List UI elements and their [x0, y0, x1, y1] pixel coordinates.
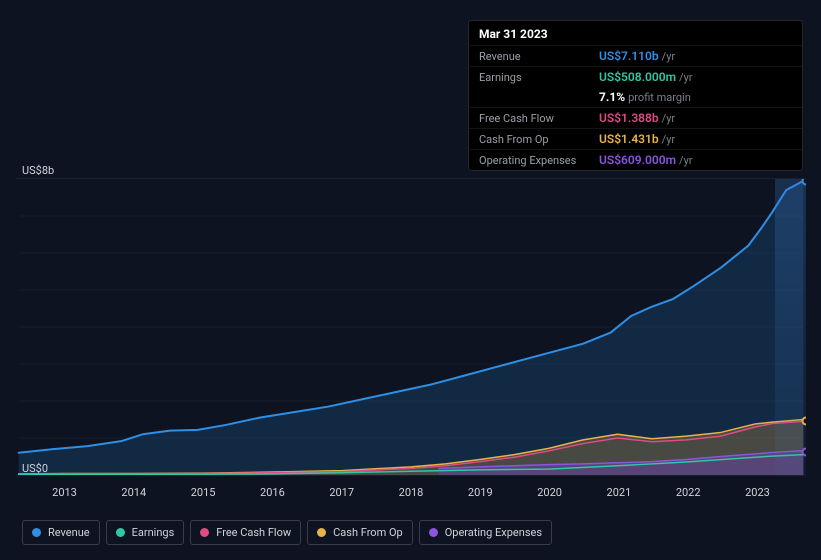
tooltip-sub-pct: 7.1%: [599, 90, 625, 104]
tooltip-label: Free Cash Flow: [479, 112, 599, 125]
legend: Revenue Earnings Free Cash Flow Cash From O…: [22, 520, 552, 545]
tooltip-label: Cash From Op: [479, 133, 599, 146]
x-axis-label: 2020: [537, 486, 562, 499]
legend-dot: [317, 528, 326, 537]
tooltip-unit: /yr: [679, 154, 692, 167]
tooltip-row-cfo: Cash From OpUS$1.431b/yr: [469, 128, 802, 149]
chart-root: Mar 31 2023 RevenueUS$7.110b/yrEarningsU…: [0, 0, 821, 560]
tooltip-label: Earnings: [479, 71, 599, 84]
end-marker-revenue: [802, 178, 807, 185]
tooltip-unit: /yr: [662, 50, 675, 63]
tooltip-date: Mar 31 2023: [469, 21, 802, 45]
tooltip-value: US$508.000m: [599, 70, 676, 84]
x-axis-label: 2017: [329, 486, 354, 499]
x-axis-label: 2023: [745, 486, 770, 499]
tooltip-value: US$609.000m: [599, 153, 676, 167]
legend-item-fcf[interactable]: Free Cash Flow: [190, 520, 301, 545]
legend-item-cfo[interactable]: Cash From Op: [307, 520, 413, 545]
tooltip-unit: /yr: [662, 133, 675, 146]
tooltip-unit: /yr: [662, 112, 675, 125]
legend-dot: [32, 528, 41, 537]
tooltip-row-fcf: Free Cash FlowUS$1.388b/yr: [469, 107, 802, 128]
tooltip-subrow-earnings: 7.1%profit margin: [469, 87, 802, 107]
tooltip-value: US$7.110b: [599, 49, 659, 63]
x-axis-label: 2022: [676, 486, 701, 499]
tooltip-row-earnings: EarningsUS$508.000m/yr: [469, 66, 802, 87]
legend-label: Free Cash Flow: [216, 526, 291, 539]
hover-tooltip: Mar 31 2023 RevenueUS$7.110b/yrEarningsU…: [468, 20, 803, 171]
tooltip-label: Revenue: [479, 50, 599, 63]
legend-item-opex[interactable]: Operating Expenses: [419, 520, 552, 545]
tooltip-sub-label: profit margin: [628, 91, 691, 104]
legend-dot: [429, 528, 438, 537]
chart-plot-area[interactable]: [16, 178, 806, 476]
x-axis-label: 2015: [191, 486, 216, 499]
legend-item-earnings[interactable]: Earnings: [106, 520, 185, 545]
x-axis-label: 2019: [468, 486, 493, 499]
x-axis-label: 2014: [121, 486, 146, 499]
x-axis-label: 2013: [52, 486, 77, 499]
x-axis-label: 2016: [260, 486, 285, 499]
legend-label: Earnings: [132, 526, 175, 539]
legend-item-revenue[interactable]: Revenue: [22, 520, 100, 545]
y-axis-label: US$8b: [22, 164, 54, 177]
y-axis-label: US$0: [22, 462, 48, 475]
tooltip-row-revenue: RevenueUS$7.110b/yr: [469, 45, 802, 66]
x-axis-label: 2021: [607, 486, 632, 499]
x-axis-label: 2018: [399, 486, 424, 499]
legend-dot: [116, 528, 125, 537]
tooltip-value: US$1.431b: [599, 132, 659, 146]
legend-label: Cash From Op: [333, 526, 403, 539]
chart-svg: [16, 179, 806, 475]
end-marker-opex: [802, 448, 807, 457]
tooltip-label: Operating Expenses: [479, 154, 599, 167]
end-marker-cfo: [802, 417, 807, 426]
tooltip-row-opex: Operating ExpensesUS$609.000m/yr: [469, 149, 802, 170]
tooltip-unit: /yr: [679, 71, 692, 84]
tooltip-value: US$1.388b: [599, 111, 659, 125]
legend-label: Revenue: [48, 526, 90, 539]
legend-label: Operating Expenses: [445, 526, 542, 539]
legend-dot: [200, 528, 209, 537]
